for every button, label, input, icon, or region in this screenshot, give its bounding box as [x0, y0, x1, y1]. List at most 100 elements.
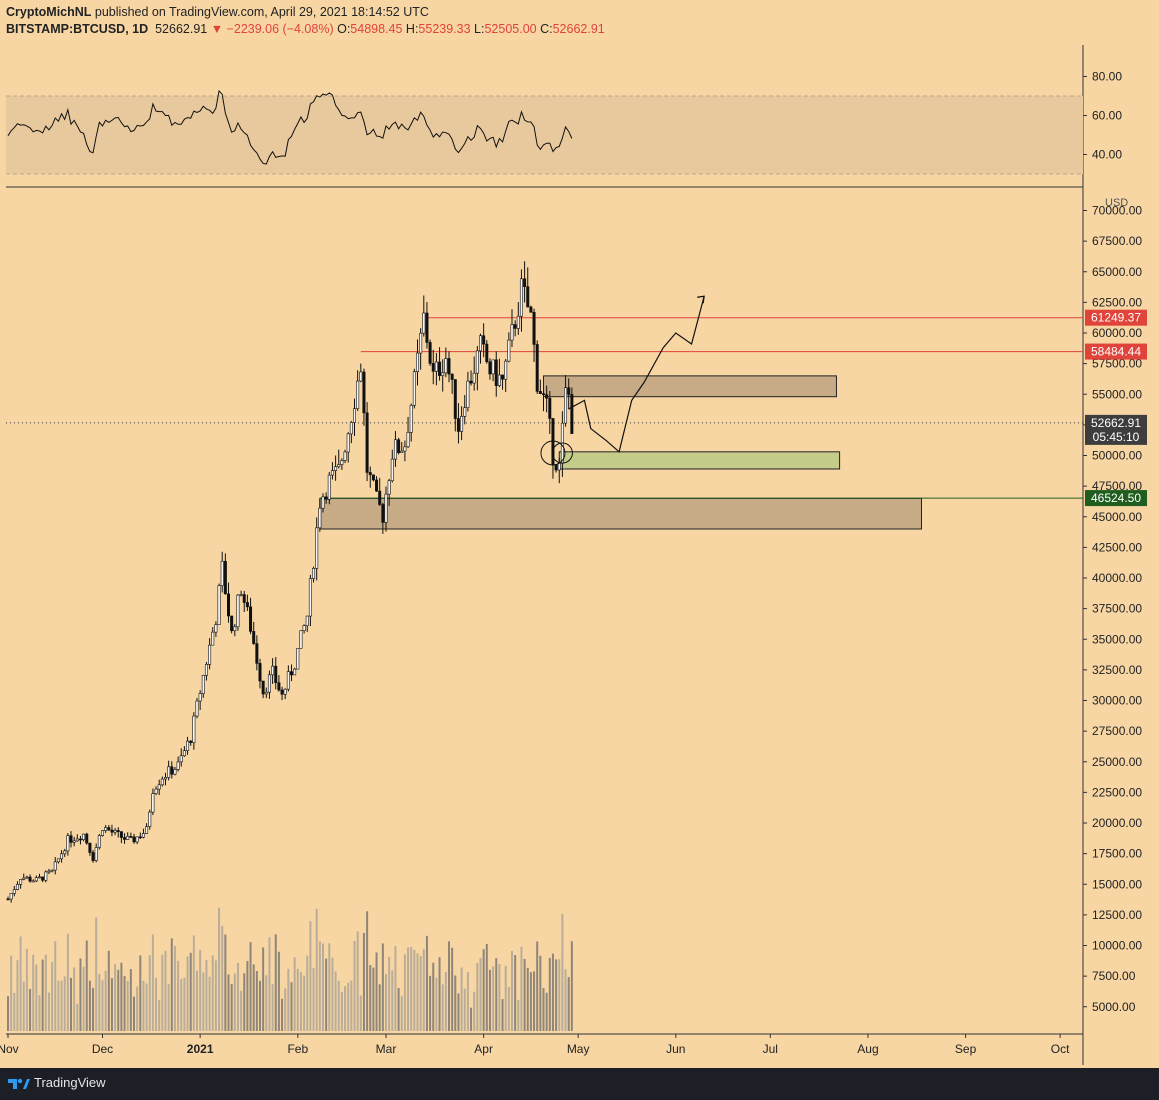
volume-bar	[303, 975, 306, 1031]
price-tick-label: 32500.00	[1092, 663, 1142, 677]
volume-bar	[470, 1007, 473, 1031]
candle-body	[293, 668, 297, 676]
candle-body	[453, 379, 457, 419]
time-tick-label: 2021	[187, 1042, 214, 1056]
volume-bar	[388, 956, 391, 1031]
volume-bar	[271, 984, 274, 1031]
volume-bar	[492, 966, 495, 1031]
price-chart[interactable]: 80.00 60.00 40.00 70000.00 67500.00 65000.00 6…	[0, 0, 1159, 1068]
candle-body	[82, 833, 86, 841]
volume-bar	[189, 952, 192, 1031]
candle-body	[312, 567, 316, 579]
candle-body	[91, 852, 95, 861]
volume-bar	[296, 968, 299, 1031]
candle-body	[532, 312, 536, 345]
volume-bar	[13, 992, 16, 1031]
time-tick-label: Nov	[0, 1042, 19, 1056]
candle-body	[296, 648, 300, 670]
candle-body	[299, 630, 303, 649]
candle-body	[78, 838, 82, 841]
candle-body	[283, 688, 287, 695]
candle-body	[308, 578, 312, 617]
candle-body	[126, 836, 130, 840]
volume-bar	[359, 995, 362, 1031]
volume-bar	[299, 972, 302, 1031]
volume-bar	[92, 987, 95, 1031]
candle-body	[223, 560, 227, 595]
candle-body	[381, 504, 385, 523]
time-tick-label: Mar	[376, 1042, 397, 1056]
tradingview-logo-icon[interactable]	[8, 1075, 30, 1091]
candle-body	[419, 332, 423, 354]
volume-bar	[32, 954, 35, 1031]
candle-body	[252, 631, 256, 644]
rsi-band	[6, 96, 1083, 174]
volume-bar	[16, 960, 19, 1031]
price-label-value: 61249.37	[1091, 311, 1141, 325]
candle-body	[255, 643, 259, 664]
candle-body	[123, 837, 127, 840]
volume-bar	[564, 969, 567, 1031]
price-tick-label: 12500.00	[1092, 908, 1142, 922]
candle-body	[504, 360, 508, 380]
volume-bar	[548, 957, 551, 1031]
volume-bar	[545, 992, 548, 1031]
volume-bar	[517, 1000, 520, 1031]
volume-bar	[123, 975, 126, 1031]
candle-body	[472, 372, 476, 384]
candle-body	[236, 594, 240, 628]
volume-bar	[259, 980, 261, 1031]
candle-body	[249, 606, 253, 632]
volume-bar	[429, 975, 432, 1031]
volume-bar	[366, 911, 369, 1031]
down-arrow-icon: ▼	[210, 22, 224, 36]
candle-body	[444, 358, 448, 374]
volume-bar	[148, 955, 151, 1031]
volume-bar	[51, 961, 54, 1031]
candle-body	[34, 877, 38, 882]
candle-body	[107, 827, 111, 831]
low-label: L:	[474, 22, 485, 36]
candle-body	[245, 602, 249, 608]
resistance-zone	[543, 375, 837, 398]
candle-body	[485, 343, 489, 363]
publish-info: CryptoMichNL published on TradingView.co…	[6, 5, 429, 19]
candle-body	[535, 344, 539, 392]
volume-bar	[57, 980, 60, 1031]
candle-body	[362, 371, 366, 414]
candle-body	[138, 836, 142, 839]
volume-bar	[287, 968, 290, 1031]
open-label: O:	[337, 22, 351, 36]
volume-bars	[7, 907, 573, 1031]
candle-body	[141, 833, 145, 838]
volume-bar	[325, 958, 328, 1031]
volume-bar	[139, 955, 142, 1031]
high-label: H:	[405, 22, 419, 36]
author-name[interactable]: CryptoMichNL	[6, 5, 92, 19]
last-price: 52662.91	[155, 22, 208, 36]
candle-body	[321, 496, 325, 509]
rsi-tick-label: 80.00	[1092, 70, 1122, 84]
volume-bar	[164, 950, 167, 1031]
price-tick-label: 45000.00	[1092, 510, 1142, 524]
candle-body	[368, 472, 372, 476]
volume-bar	[403, 954, 406, 1031]
candle-body	[482, 335, 486, 345]
volume-bar	[410, 947, 413, 1031]
volume-bar	[255, 970, 258, 1031]
volume-bar	[328, 943, 331, 1031]
volume-bar	[85, 940, 88, 1031]
candle-body	[201, 675, 205, 694]
ohlc-line: BITSTAMP:BTCUSD, 1D 52662.91 ▼ −2239.06 …	[6, 22, 605, 36]
candle-body	[343, 451, 347, 461]
volume-bar	[529, 972, 532, 1031]
volume-bar	[476, 963, 479, 1031]
brand-name[interactable]: TradingView	[34, 1075, 106, 1090]
price-label-resistance: 61249.37	[1085, 309, 1147, 326]
candle-body	[501, 374, 505, 380]
candle-body	[523, 278, 527, 287]
volume-bar	[340, 991, 343, 1031]
volume-bar	[230, 984, 233, 1031]
volume-bar	[318, 941, 321, 1031]
volume-bar	[488, 969, 491, 1031]
